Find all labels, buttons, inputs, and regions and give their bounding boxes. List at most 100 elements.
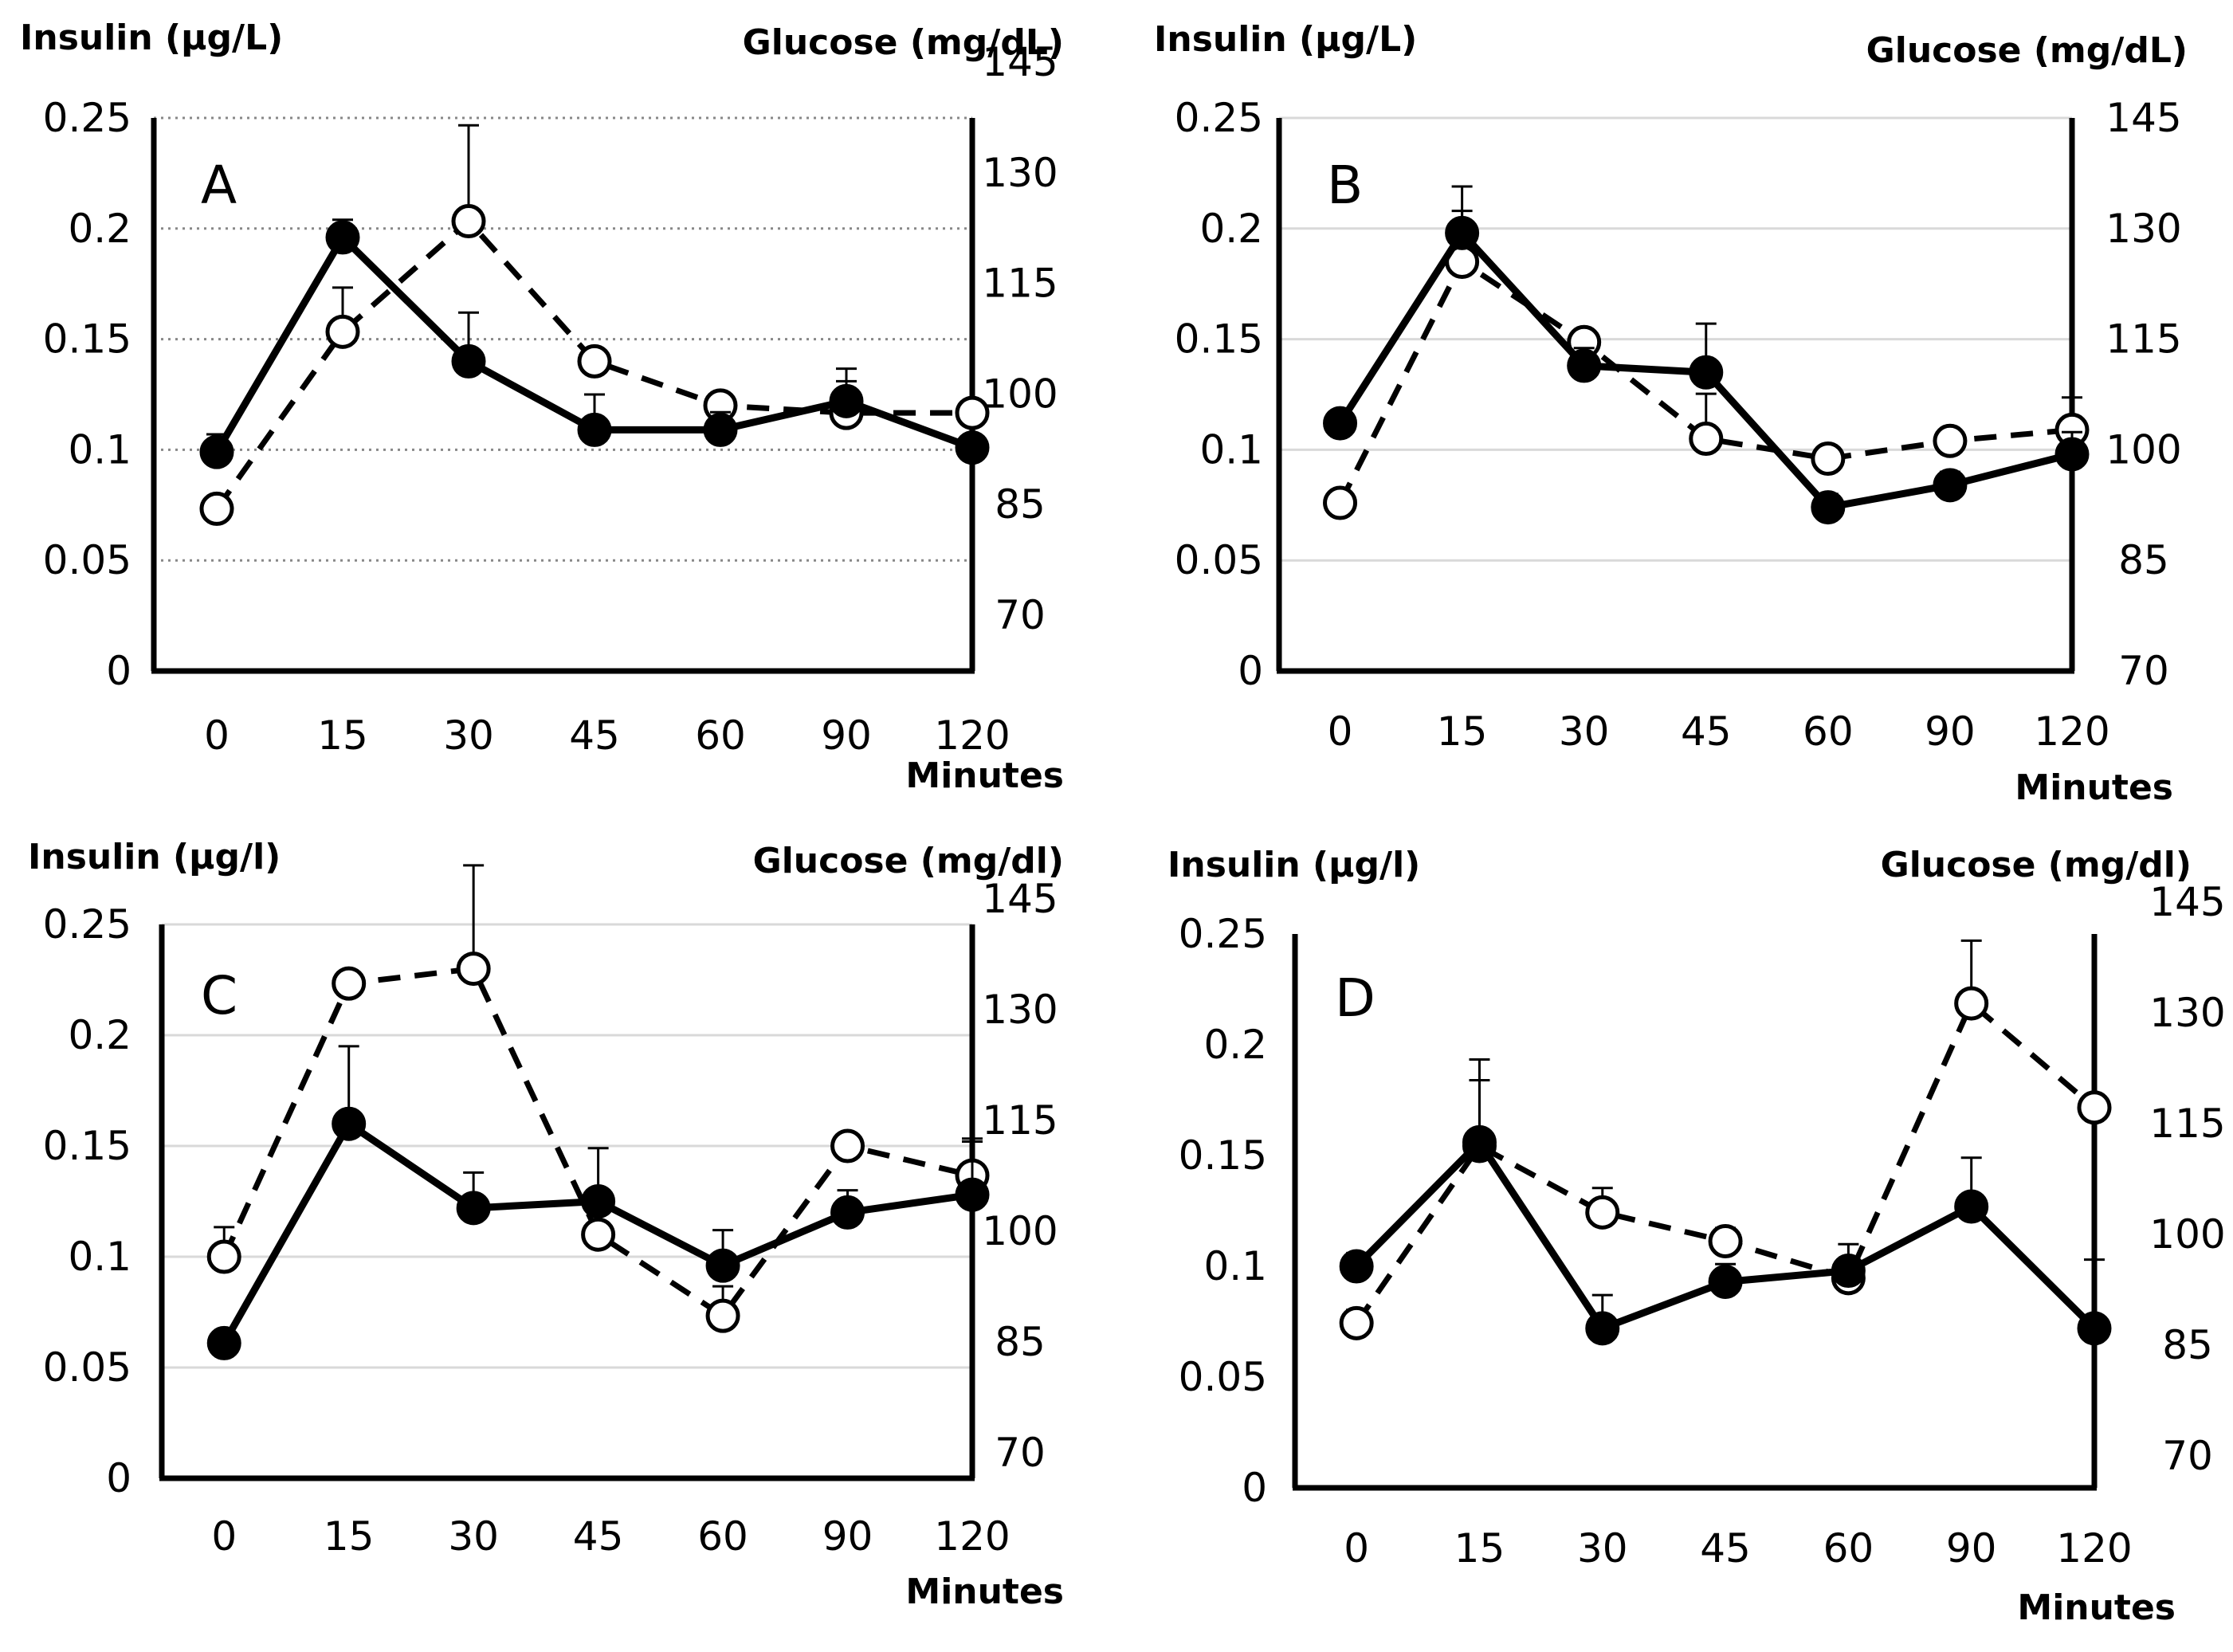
panel-a-plot: 0 0.05 0.1 0.15 0.2 0.25 70 85 100 115 130 145 0 15 30… <box>43 39 1058 759</box>
right-tick-label: 85 <box>2162 1322 2213 1368</box>
insulin-point <box>2054 437 2090 472</box>
right-tick-label: 130 <box>2149 990 2225 1036</box>
panel-c-left-axis-title: Insulin (µg/l) <box>28 837 281 877</box>
panel-b: Insulin (µg/L) Glucose (mg/dL) B Minutes <box>1154 19 2188 808</box>
left-tick-label: 0 <box>106 648 131 694</box>
left-tick-label: 0.2 <box>1199 206 1263 252</box>
x-tick-label: 0 <box>204 712 230 759</box>
left-tick-label: 0.2 <box>68 206 131 252</box>
left-tick-label: 0.05 <box>43 1344 131 1391</box>
x-tick-label: 60 <box>1823 1525 1874 1572</box>
left-tick-label: 0.1 <box>1203 1243 1267 1289</box>
glucose-point <box>1339 1305 1374 1340</box>
insulin-point <box>206 1325 241 1360</box>
insulin-point <box>1811 490 1846 525</box>
panel-c: Insulin (µg/l) Glucose (mg/dl) C Minutes <box>28 837 1064 1612</box>
x-tick-label: 90 <box>822 1513 873 1560</box>
right-tick-label: 130 <box>982 987 1058 1033</box>
x-tick-label: 0 <box>1328 708 1353 755</box>
x-tick-label: 45 <box>1700 1525 1751 1572</box>
insulin-point <box>1831 1254 1866 1289</box>
left-tick-label: 0.25 <box>43 901 131 948</box>
right-tick-label: 115 <box>982 1097 1058 1144</box>
right-tick-label: 130 <box>982 150 1058 196</box>
left-tick-label: 0 <box>1242 1465 1267 1511</box>
left-tick-label: 0.05 <box>1175 537 1263 583</box>
x-tick-label: 120 <box>934 712 1010 759</box>
right-tick-label: 70 <box>995 592 1046 638</box>
left-tick-label: 0.25 <box>1179 911 1267 957</box>
x-tick-label: 30 <box>443 712 494 759</box>
glucose-point <box>830 1128 865 1163</box>
panel-c-x-axis-title: Minutes <box>905 1572 1064 1612</box>
glucose-point <box>705 1298 740 1333</box>
glucose-point <box>451 204 486 239</box>
glucose-point <box>1708 1223 1743 1258</box>
glucose-point <box>1585 1195 1620 1230</box>
insulin-point <box>705 1248 740 1283</box>
panel-c-plot: 0 0.05 0.1 0.15 0.2 0.25 70 85 100 115 130 145 0 15 30… <box>43 864 1058 1560</box>
glucose-point <box>1811 441 1846 477</box>
right-tick-label: 100 <box>2105 426 2181 473</box>
right-tick-label: 145 <box>982 876 1058 922</box>
glucose-point <box>955 395 990 430</box>
panel-b-plot: 0 0.05 0.1 0.15 0.2 0.25 70 85 100 115 130 145 0 15 30… <box>1175 95 2182 755</box>
panel-a-right-axis-title: Glucose (mg/dL) <box>743 22 1064 63</box>
insulin-point <box>456 1191 491 1226</box>
glucose-point <box>577 343 612 379</box>
insulin-point <box>1323 406 1358 441</box>
right-tick-label: 85 <box>995 481 1046 528</box>
insulin-point <box>1933 468 1968 503</box>
glucose-point <box>325 314 360 349</box>
left-tick-label: 0 <box>1238 648 1263 694</box>
right-tick-label: 100 <box>2149 1211 2225 1258</box>
insulin-point <box>955 430 990 465</box>
right-tick-label: 85 <box>995 1319 1046 1365</box>
x-tick-label: 60 <box>695 712 746 759</box>
x-tick-label: 120 <box>934 1513 1010 1560</box>
x-tick-label: 90 <box>1946 1525 1997 1572</box>
insulin-point <box>1954 1189 1989 1224</box>
right-tick-label: 115 <box>2105 316 2181 363</box>
x-tick-label: 15 <box>324 1513 375 1560</box>
x-tick-label: 15 <box>1454 1525 1505 1572</box>
insulin-point <box>451 343 486 379</box>
insulin-point <box>955 1177 990 1212</box>
panel-a-x-axis-title: Minutes <box>905 755 1064 796</box>
x-tick-label: 15 <box>1437 708 1488 755</box>
x-tick-label: 45 <box>1681 708 1732 755</box>
insulin-point <box>1339 1249 1374 1284</box>
right-tick-label: 70 <box>2118 648 2169 694</box>
glucose-point <box>581 1217 616 1252</box>
glucose-point <box>1689 422 1724 457</box>
left-tick-label: 0.25 <box>43 95 131 141</box>
x-tick-label: 120 <box>2034 708 2109 755</box>
glucose-point <box>1933 423 1968 458</box>
glucose-point <box>2077 1090 2112 1125</box>
left-tick-label: 0.15 <box>1179 1132 1267 1179</box>
insulin-point <box>581 1184 616 1218</box>
insulin-point <box>1585 1311 1620 1346</box>
panel-b-label: B <box>1327 155 1363 216</box>
x-tick-label: 30 <box>1559 708 1610 755</box>
x-tick-label: 60 <box>697 1513 748 1560</box>
insulin-point <box>1567 348 1602 383</box>
x-tick-label: 0 <box>211 1513 237 1560</box>
panel-d-plot: 0 0.05 0.1 0.15 0.2 0.25 70 85 100 115 130 145 0 15 30… <box>1179 879 2226 1572</box>
glucose-point <box>1954 986 1989 1021</box>
panel-d: Insulin (µg/l) Glucose (mg/dl) D Minutes <box>1168 845 2192 1628</box>
right-tick-label: 85 <box>2118 537 2169 583</box>
insulin-point <box>577 412 612 447</box>
panel-a: Insulin (µg/L) Glucose (mg/dL) A Minutes <box>20 18 1064 796</box>
glucose-point <box>456 952 491 987</box>
left-tick-label: 0.25 <box>1175 95 1263 141</box>
right-tick-label: 115 <box>2149 1101 2225 1147</box>
panel-d-label: D <box>1335 967 1376 1029</box>
insulin-point <box>1445 215 1480 250</box>
insulin-point <box>1462 1124 1497 1160</box>
x-tick-label: 120 <box>2056 1525 2132 1572</box>
insulin-point <box>2077 1311 2112 1346</box>
insulin-point <box>830 1195 865 1230</box>
panel-d-left-axis-title: Insulin (µg/l) <box>1168 845 1420 885</box>
right-tick-label: 115 <box>982 261 1058 307</box>
